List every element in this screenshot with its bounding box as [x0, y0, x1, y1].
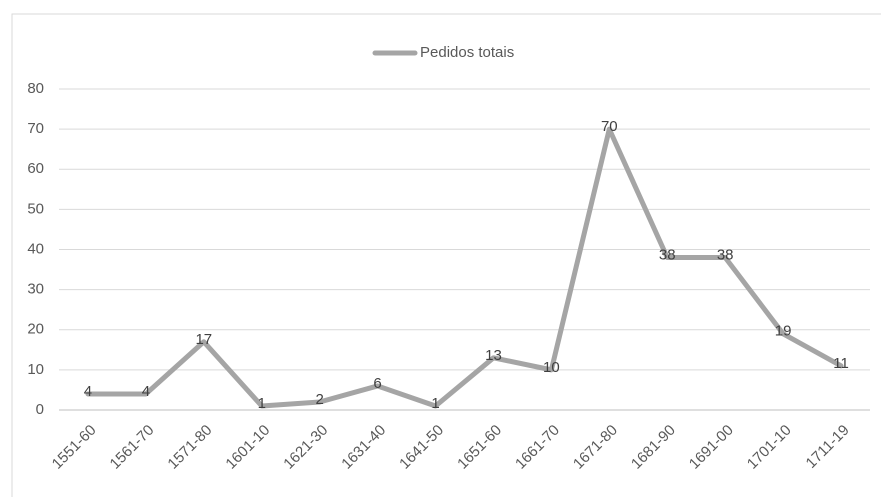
- series-line: [85, 126, 844, 409]
- data-label: 19: [775, 323, 792, 340]
- x-tick-label: 1631-40: [338, 422, 389, 473]
- data-label: 11: [833, 355, 849, 372]
- data-label: 2: [316, 391, 324, 408]
- data-label: 38: [659, 246, 676, 263]
- x-tick-label: 1681-90: [628, 422, 679, 473]
- data-label: 1: [431, 395, 439, 412]
- data-label: 4: [84, 383, 92, 400]
- data-label: 13: [485, 347, 502, 364]
- data-label: 1: [258, 395, 266, 412]
- x-tick-label: 1601-10: [222, 422, 273, 473]
- y-tick-label: 80: [27, 80, 44, 97]
- x-tick-label: 1571-80: [165, 422, 216, 473]
- x-tick-label: 1641-50: [396, 422, 447, 473]
- y-tick-label: 50: [27, 200, 44, 217]
- x-tick-label: 1621-30: [280, 422, 331, 473]
- x-tick-label: 1551-60: [49, 422, 100, 473]
- chart-frame: [11, 13, 881, 497]
- x-tick-label: 1661-70: [512, 422, 563, 473]
- data-label: 4: [142, 383, 150, 400]
- data-label: 38: [717, 246, 734, 263]
- x-tick-label: 1671-80: [570, 422, 621, 473]
- x-tick-label: 1651-60: [454, 422, 505, 473]
- x-tick-label: 1711-19: [803, 422, 853, 472]
- y-tick-label: 60: [27, 160, 44, 177]
- y-tick-label: 70: [27, 120, 44, 137]
- y-tick-label: 30: [27, 281, 44, 298]
- legend-label: Pedidos totais: [420, 44, 514, 61]
- data-label: 70: [601, 118, 618, 135]
- data-label: 17: [195, 331, 212, 348]
- y-tick-label: 20: [27, 321, 44, 338]
- y-tick-label: 10: [27, 361, 44, 378]
- y-tick-label: 40: [27, 240, 44, 257]
- x-tick-label: 1701-10: [744, 422, 795, 473]
- x-tick-label: 1691-00: [686, 422, 737, 473]
- y-tick-label: 0: [36, 401, 44, 418]
- x-tick-label: 1561-70: [107, 422, 158, 473]
- data-label: 10: [543, 359, 560, 376]
- data-label: 6: [373, 375, 381, 392]
